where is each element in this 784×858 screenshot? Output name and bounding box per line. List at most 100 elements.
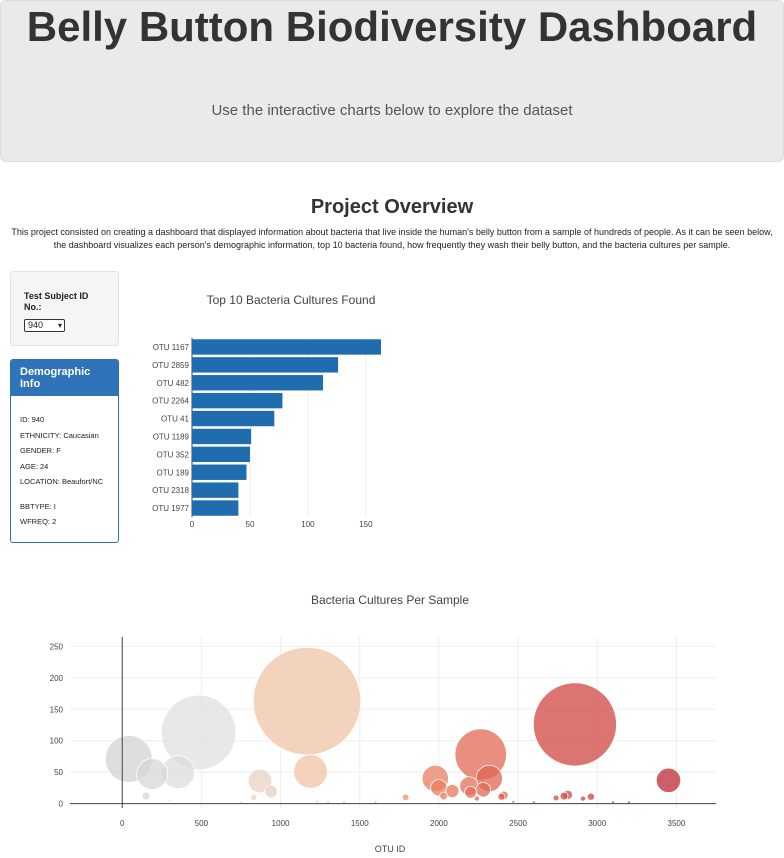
bar-category-label: OTU 189 xyxy=(157,468,190,477)
bubble-y-tick-label: 0 xyxy=(59,800,64,809)
subject-selector-well: Test Subject ID No.: 940 ▾ xyxy=(10,271,119,346)
bar-chart-title: Top 10 Bacteria Cultures Found xyxy=(207,293,376,307)
bubble-y-tick-label: 200 xyxy=(50,674,64,683)
bubble-point[interactable] xyxy=(315,799,319,804)
demographic-panel-title: Demographic Info xyxy=(20,366,91,390)
bubble-point[interactable] xyxy=(473,795,480,802)
bubble-point[interactable] xyxy=(532,800,536,805)
bubble-point[interactable] xyxy=(579,795,587,802)
bubble-y-tick-label: 250 xyxy=(50,642,64,651)
bubble-point[interactable] xyxy=(439,791,449,801)
bubble-x-axis-label: OTU ID xyxy=(375,844,406,854)
bubble-x-tick-label: 500 xyxy=(195,819,209,828)
bar-category-label: OTU 1977 xyxy=(152,504,189,513)
bubble-point[interactable] xyxy=(552,794,560,802)
bubble-point[interactable] xyxy=(586,792,595,801)
bubble-x-tick-label: 3000 xyxy=(588,819,606,828)
bubble-point[interactable] xyxy=(249,793,258,802)
bubble-chart-title: Bacteria Cultures Per Sample xyxy=(311,593,469,607)
bubble-point[interactable] xyxy=(445,784,460,799)
bubble-y-tick-label: 100 xyxy=(50,737,64,746)
bubble-y-tick-label: 150 xyxy=(50,705,64,714)
bar-category-label: OTU 482 xyxy=(157,379,190,388)
bubble-point[interactable] xyxy=(161,755,195,790)
bubble-point[interactable] xyxy=(611,800,615,805)
bubble-x-tick-label: 2000 xyxy=(430,819,448,828)
demographic-row-id: ID: 940 xyxy=(20,415,45,424)
bubble-x-tick-label: 3500 xyxy=(668,819,686,828)
bubble-point[interactable] xyxy=(421,764,449,793)
bar-x-tick-label: 50 xyxy=(246,520,255,529)
bubble-point[interactable] xyxy=(264,784,278,799)
bubble-point[interactable] xyxy=(342,800,346,805)
bar-category-label: OTU 1189 xyxy=(153,432,190,441)
bar-x-tick-label: 100 xyxy=(301,520,315,529)
bar[interactable] xyxy=(192,482,239,498)
demographic-row-wfreq: WFREQ: 2 xyxy=(20,517,57,526)
subject-id-value: 940 xyxy=(28,320,44,330)
bar-x-tick-label: 150 xyxy=(359,520,373,529)
bar[interactable] xyxy=(192,464,247,480)
bubble-point[interactable] xyxy=(475,782,491,798)
bubble-point[interactable] xyxy=(499,790,509,801)
subject-id-select[interactable]: 940 ▾ xyxy=(24,319,65,332)
bubble-point[interactable] xyxy=(562,789,573,800)
bubble-point[interactable] xyxy=(511,799,516,804)
subject-select-label: Test Subject ID No.: xyxy=(24,291,89,312)
page-subtitle: Use the interactive charts below to expl… xyxy=(211,102,573,119)
bubble-point[interactable] xyxy=(627,800,631,805)
bar[interactable] xyxy=(192,446,250,463)
demographic-row-location: LOCATION: Beaufort/NC xyxy=(20,477,104,486)
bubble-point[interactable] xyxy=(136,758,169,790)
bubble-point[interactable] xyxy=(464,785,477,799)
bar-x-tick-label: 0 xyxy=(190,520,195,529)
bubble-point[interactable] xyxy=(252,646,362,756)
bar[interactable] xyxy=(192,500,239,516)
bubble-point[interactable] xyxy=(141,791,151,801)
bar[interactable] xyxy=(192,375,324,391)
bar[interactable] xyxy=(192,428,252,445)
bar-category-label: OTU 41 xyxy=(161,415,190,424)
bubble-point[interactable] xyxy=(373,800,378,805)
bubble-point[interactable] xyxy=(475,764,503,793)
bar-category-label: OTU 2859 xyxy=(152,361,189,370)
bar[interactable] xyxy=(192,410,275,427)
header-jumbotron: Belly Button Biodiversity Dashboard Use … xyxy=(0,0,784,162)
bubble-point[interactable] xyxy=(401,793,410,802)
bubble-x-tick-label: 2500 xyxy=(509,819,527,828)
bar-category-label: OTU 2264 xyxy=(152,397,189,406)
demographic-row-age: AGE: 24 xyxy=(20,462,49,471)
bubble-point[interactable] xyxy=(167,799,172,803)
bubble-x-tick-label: 1000 xyxy=(272,819,290,828)
demographic-panel-header: Demographic Info xyxy=(11,360,118,396)
bubble-point[interactable] xyxy=(326,800,330,805)
bar[interactable] xyxy=(192,392,283,409)
bubble-point[interactable] xyxy=(559,791,569,801)
demographic-row-ethnicity: ETHNICITY: Caucasian xyxy=(20,431,99,440)
bubble-x-tick-label: 1500 xyxy=(351,819,369,828)
bar-category-label: OTU 1167 xyxy=(153,343,190,352)
bar-category-label: OTU 2318 xyxy=(152,486,189,495)
bubble-point[interactable] xyxy=(239,800,243,805)
overview-title: Project Overview xyxy=(310,196,474,218)
demographic-row-gender: GENDER: F xyxy=(20,446,61,455)
bar[interactable] xyxy=(192,339,381,355)
bar[interactable] xyxy=(192,357,339,373)
bubble-y-tick-label: 50 xyxy=(54,768,63,777)
bubble-point[interactable] xyxy=(532,682,617,767)
bubble-point[interactable] xyxy=(104,735,153,783)
chevron-down-icon: ▾ xyxy=(57,321,62,330)
bubble-point[interactable] xyxy=(497,792,506,801)
bubble-point[interactable] xyxy=(247,768,273,794)
bubble-point[interactable] xyxy=(459,776,479,796)
bubble-x-tick-label: 0 xyxy=(120,819,125,828)
bubble-point[interactable] xyxy=(293,754,328,789)
bubble-point[interactable] xyxy=(454,728,507,781)
demographic-info-panel: Demographic Info ID: 940 ETHNICITY: Cauc… xyxy=(10,359,119,543)
bubble-point[interactable] xyxy=(655,767,682,793)
bubble-point[interactable] xyxy=(160,694,237,771)
bubble-point[interactable] xyxy=(430,779,448,797)
bar-category-label: OTU 352 xyxy=(157,450,190,459)
demographic-row-bbtype: BBTYPE: I xyxy=(20,502,56,511)
page-title: Belly Button Biodiversity Dashboard xyxy=(26,3,758,50)
